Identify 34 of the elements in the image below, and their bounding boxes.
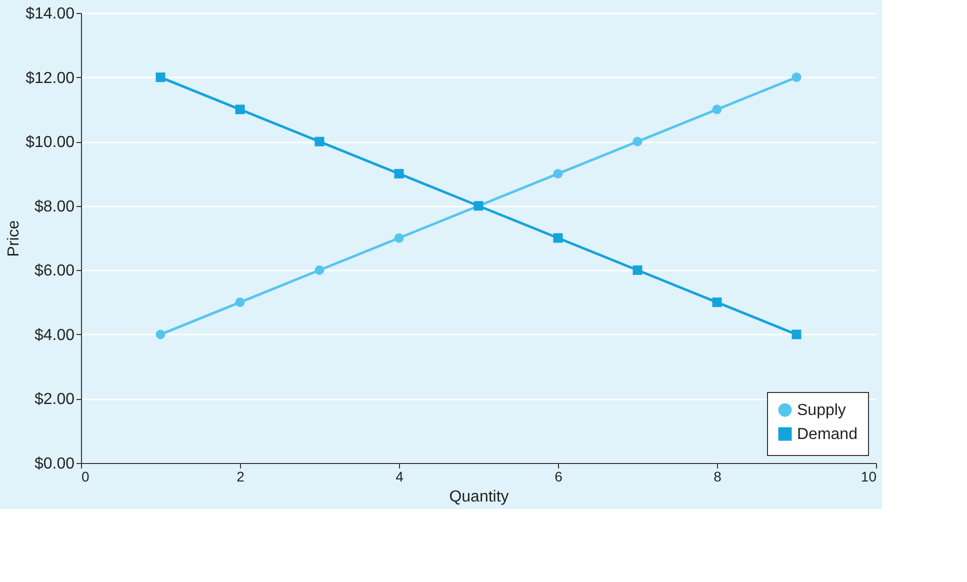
legend-label: Supply — [797, 402, 846, 419]
point — [235, 298, 245, 308]
point — [632, 136, 642, 146]
y-tick-label: $12.00 — [26, 70, 75, 87]
y-tick-label: $0.00 — [34, 456, 75, 472]
point — [553, 233, 563, 243]
y-tick-label: $2.00 — [34, 391, 75, 408]
point — [314, 265, 324, 275]
point — [314, 136, 324, 146]
y-axis-title: Price — [6, 220, 23, 257]
x-tick-label: 10 — [860, 468, 877, 484]
y-tick-label: $10.00 — [26, 134, 75, 152]
point — [394, 168, 404, 178]
y-tick-label: $8.00 — [34, 198, 75, 216]
y-tick-label: $14.00 — [26, 6, 75, 22]
point — [156, 72, 166, 82]
point — [394, 233, 404, 243]
point — [156, 330, 166, 340]
point — [632, 265, 642, 275]
point — [792, 72, 802, 82]
point — [235, 104, 245, 114]
point — [553, 168, 563, 178]
point — [792, 330, 802, 340]
y-tick-label: $4.00 — [34, 326, 75, 344]
point — [712, 104, 722, 114]
x-tick-label: 0 — [82, 468, 90, 484]
x-axis-title: Quantity — [449, 488, 509, 506]
x-tick-label: 4 — [396, 468, 404, 484]
x-tick-label: 6 — [554, 468, 563, 484]
point — [712, 298, 722, 308]
y-tick-label: $6.00 — [34, 262, 75, 280]
x-tick-label: 8 — [714, 468, 722, 484]
legend-label: Demand — [797, 426, 858, 443]
x-tick-label: 2 — [236, 468, 245, 484]
